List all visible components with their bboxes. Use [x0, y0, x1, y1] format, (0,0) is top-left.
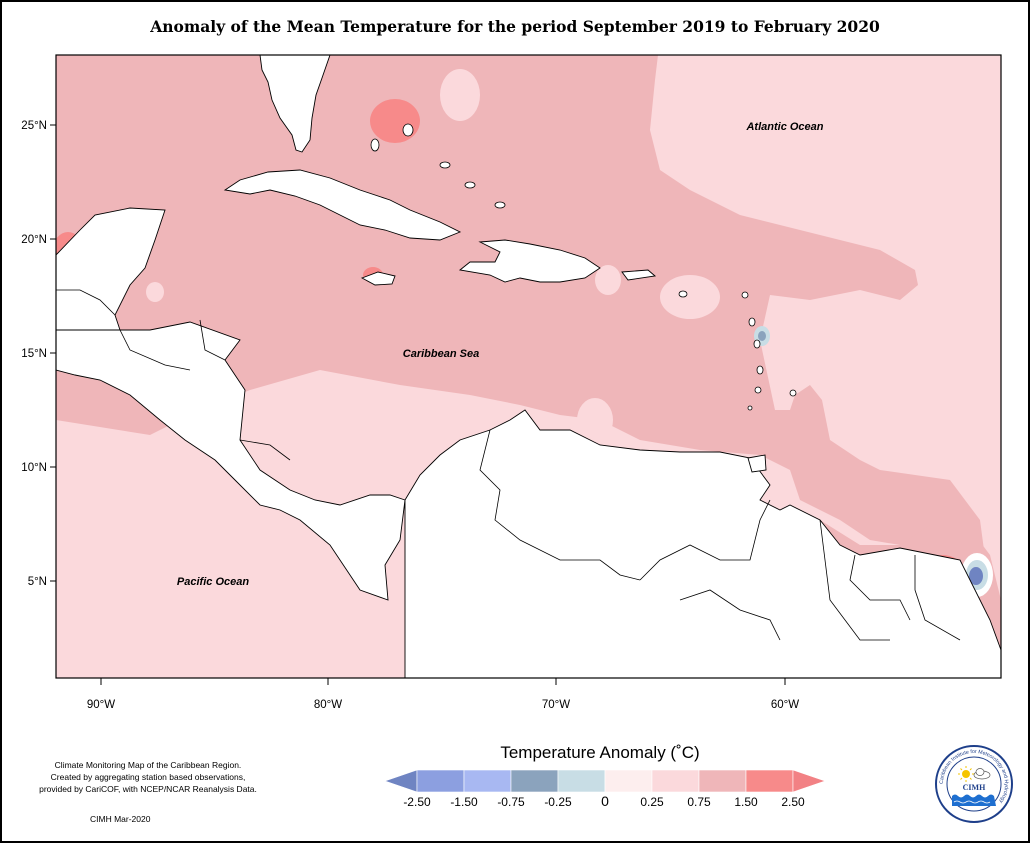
- legend-tick--0-25: -0.25: [544, 795, 572, 809]
- credit-line-1: Climate Monitoring Map of the Caribbean …: [54, 760, 242, 770]
- label-atlantic-ocean: Atlantic Ocean: [745, 121, 823, 133]
- land-central-america: [56, 321, 406, 601]
- legend-swatch-arrow-low: [384, 769, 418, 793]
- lon-tick-70w: 70°W: [542, 699, 570, 711]
- anomaly-patch-hispaniola: [595, 265, 621, 295]
- lesser-antilles: [370, 123, 797, 411]
- land-jamaica: [360, 271, 396, 286]
- plot-border: [55, 54, 1002, 679]
- lat-tick-5n: 5°N: [28, 576, 47, 588]
- credit-line-2: Created by aggregating station based obs…: [50, 772, 246, 782]
- legend-swatch-6: [651, 769, 700, 793]
- legend-tick-0-25: 0.25: [640, 795, 664, 809]
- credit-date: CIMH Mar-2020: [90, 814, 151, 824]
- legend-swatch-1: [416, 769, 465, 793]
- land-cuba: [223, 169, 462, 241]
- legend-swatch-3: [510, 769, 559, 793]
- lon-tick-80w: 80°W: [314, 699, 342, 711]
- lon-tick-60w: 60°W: [771, 699, 799, 711]
- legend-swatch-5: [604, 769, 653, 793]
- legend-tick--2-50: -2.50: [403, 795, 431, 809]
- cimh-logo: Caribbean Institute for Meteorology and …: [935, 745, 1013, 823]
- label-caribbean-sea: Caribbean Sea: [403, 348, 479, 360]
- legend-colorbar: [384, 769, 826, 793]
- anomaly-patch-bahamas: [440, 69, 480, 121]
- land-puerto-rico: [621, 269, 657, 281]
- anomaly-zone-atlantic: [650, 55, 1001, 678]
- legend-swatch-4: [557, 769, 606, 793]
- anomaly-patch-yucatan: [146, 282, 164, 302]
- sun-icon: [958, 766, 974, 782]
- legend-tick--0-75: -0.75: [497, 795, 525, 809]
- legend-swatch-2: [463, 769, 512, 793]
- legend-tick-0: 0: [601, 793, 609, 809]
- legend-tick--1-50: -1.50: [450, 795, 478, 809]
- legend-swatch-arrow-high: [792, 769, 826, 793]
- land-hispaniola: [458, 239, 601, 283]
- credit-line-3: provided by CariCOF, with NCEP/NCAR Rean…: [39, 784, 257, 794]
- landmasses: [56, 55, 1001, 678]
- anomaly-hotspot-bahamas: [370, 99, 420, 143]
- label-pacific-ocean: Pacific Ocean: [177, 576, 249, 588]
- legend-swatch-8: [745, 769, 794, 793]
- waves-icon: [952, 794, 996, 806]
- land-trinidad: [747, 454, 767, 473]
- legend-tick-1-50: 1.50: [734, 795, 758, 809]
- anomaly-coolspot-guiana: [969, 567, 983, 585]
- lat-tick-15n: 15°N: [21, 348, 47, 360]
- legend-title: Temperature Anomaly (˚C): [500, 743, 700, 762]
- lat-axis: [50, 124, 56, 582]
- land-florida: [259, 55, 331, 153]
- lat-tick-10n: 10°N: [21, 462, 47, 474]
- credit-text: Climate Monitoring Map of the Caribbean …: [28, 759, 268, 795]
- lon-axis: [100, 678, 786, 685]
- country-borders: [56, 289, 961, 641]
- anomaly-coolspot-martinique: [758, 331, 766, 341]
- land-south-america: [404, 409, 1001, 678]
- legend-tick-labels: -2.50 -1.50 -0.75 -0.25 0 0.25 0.75 1.50 2.50: [403, 793, 805, 809]
- legend-tick-2-50: 2.50: [781, 795, 805, 809]
- lon-tick-90w: 90°W: [87, 699, 115, 711]
- legend-tick-0-75: 0.75: [687, 795, 711, 809]
- logo-cimh-text: CIMH: [963, 783, 986, 792]
- lat-tick-25n: 25°N: [21, 120, 47, 132]
- cloud-icon: [973, 768, 991, 780]
- legend-swatch-7: [698, 769, 747, 793]
- lat-tick-20n: 20°N: [21, 234, 47, 246]
- map-title: Anomaly of the Mean Temperature for the …: [150, 17, 880, 36]
- anomaly-patch-venezuela-coast: [577, 398, 613, 442]
- anomaly-patch-lesser-antilles: [660, 275, 720, 319]
